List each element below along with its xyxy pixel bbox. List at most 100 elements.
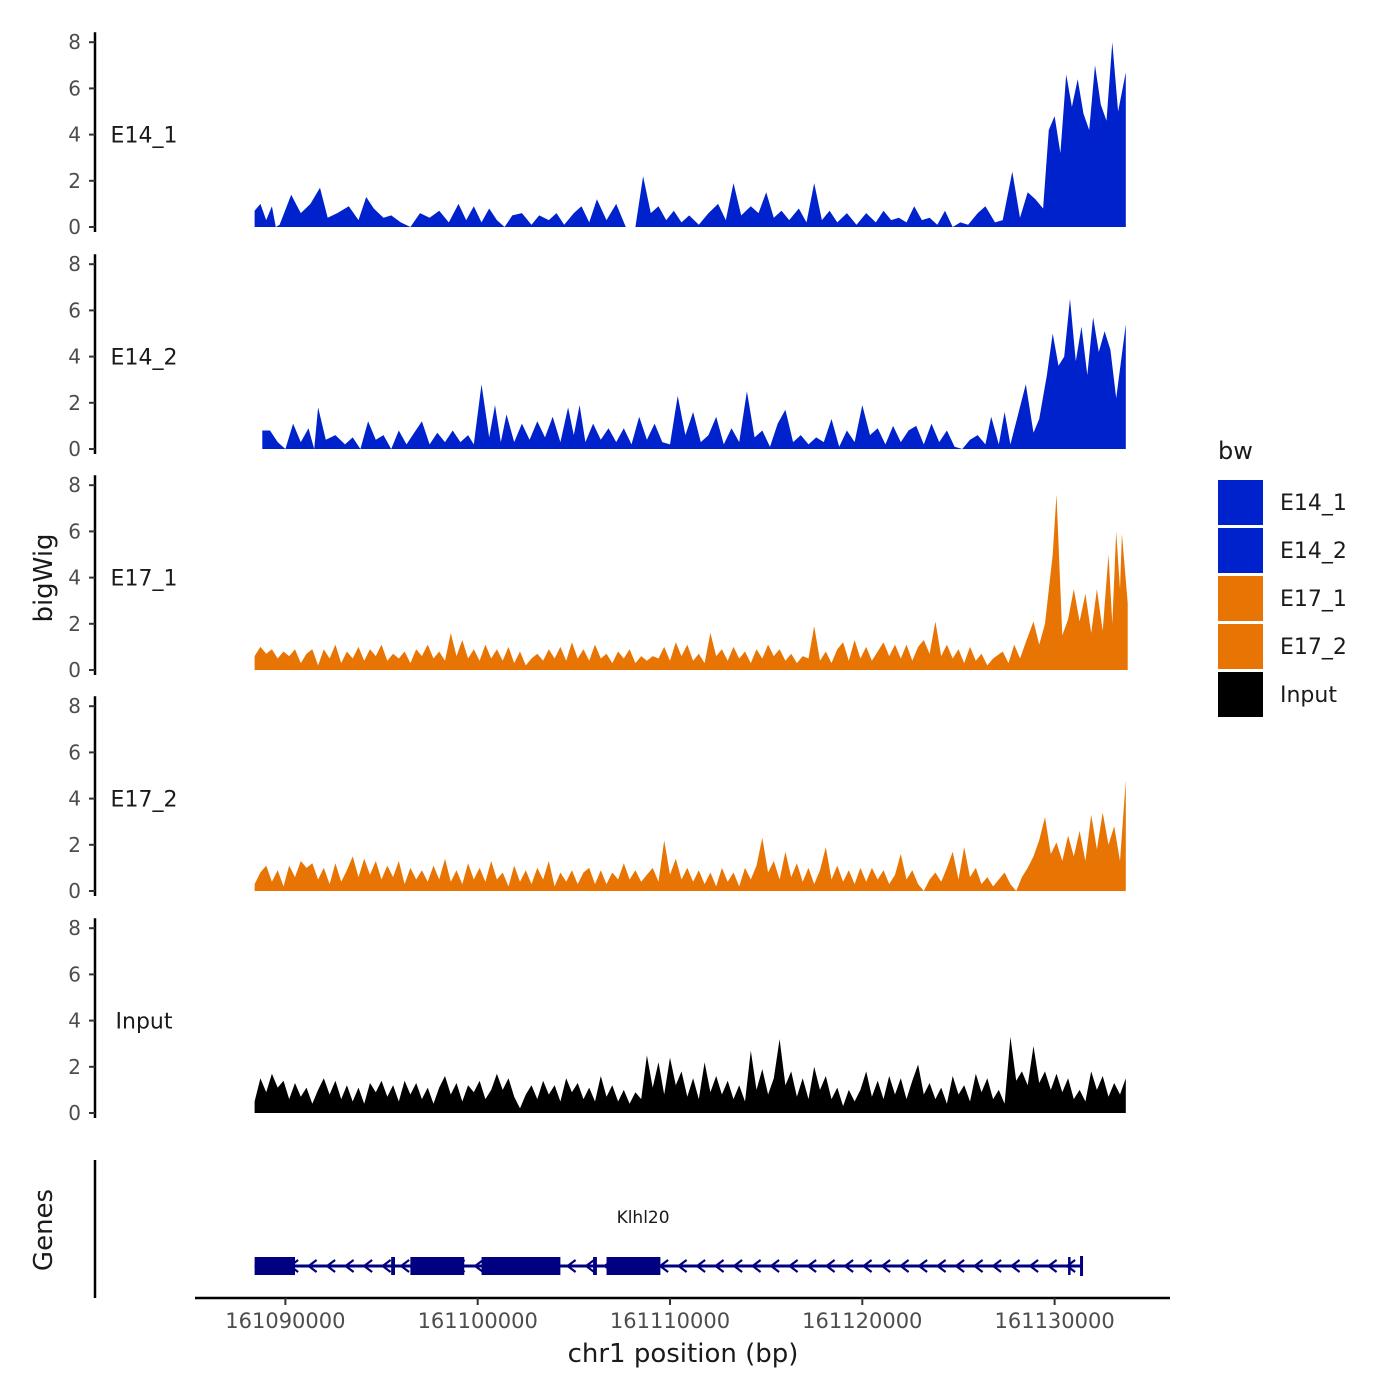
coverage-area [254,780,1126,891]
y-tick-label: 6 [68,298,81,322]
y-tick-label: 4 [68,123,81,147]
track-input: 0 2 4 6 8 Input [68,916,1126,1125]
strand-chevron [399,1259,410,1273]
exon [254,1257,295,1275]
x-tick-label: 161130000 [994,1309,1114,1333]
y-tick-label: 8 [68,694,81,718]
coverage-tracks: 0 2 4 6 8 E14_1 0 2 4 6 8 E14_2 0 2 4 6 8 E17_1 0 2 4 6 8 E17_2… [68,30,1128,1125]
strand-chevron [824,1259,836,1273]
strand-chevron [787,1259,799,1273]
y-tick-label: 2 [68,391,81,415]
legend-label: E17_1 [1280,587,1347,612]
coverage-area [254,42,1126,228]
strand-chevron [1028,1259,1039,1273]
legend: bw E14_1 E14_2 E17_1 E17_2 Input [1218,437,1347,717]
y-tick-label: 0 [68,658,81,682]
legend-label: E14_2 [1280,539,1347,564]
strand-chevron [473,1259,484,1273]
y-tick-label: 8 [68,252,81,276]
strand-chevron [1065,1259,1076,1273]
strand-chevron [898,1259,910,1273]
exon [593,1257,597,1275]
track-label: E17_1 [111,567,178,592]
y-tick-label: 2 [68,612,81,636]
strand-chevron [306,1259,318,1273]
strand-chevron [1046,1259,1058,1273]
x-tick-label: 161100000 [418,1309,538,1333]
y-tick-label: 0 [68,1101,81,1125]
y-tick-label: 8 [68,473,81,497]
y-tick-label: 6 [68,962,81,986]
legend-label: E17_2 [1280,635,1347,660]
legend-entries: E14_1 E14_2 E17_1 E17_2 Input [1218,480,1347,717]
track-label: E14_2 [111,346,178,371]
strand-chevron [676,1259,688,1273]
x-tick-label: 161090000 [225,1309,345,1333]
legend-title: bw [1218,437,1253,465]
y-tick-label: 6 [68,76,81,100]
x-axis: 161090000 161100000 161110000 161120000 1611… [195,1296,1170,1333]
exon [410,1257,465,1275]
coverage-area [254,494,1128,670]
strand-chevron [935,1259,947,1273]
exon [1068,1257,1071,1275]
gene-label: Klhl20 [617,1208,670,1228]
exon [606,1257,661,1275]
track-e17-1: 0 2 4 6 8 E17_1 [68,473,1128,682]
exon [391,1257,395,1275]
strand-chevron [991,1259,1002,1273]
x-tick-label: 161110000 [610,1309,730,1333]
legend-swatch [1218,528,1263,573]
strand-chevron [325,1259,336,1273]
track-e14-2: 0 2 4 6 8 E14_2 [68,252,1126,461]
strand-chevron [750,1259,762,1273]
y-tick-label: 8 [68,916,81,940]
strand-chevron [917,1259,928,1273]
track-e14-1: 0 2 4 6 8 E14_1 [68,30,1126,239]
coverage-area [254,1036,1126,1113]
y-axis-title: bigWig [29,533,59,622]
legend-label: Input [1280,683,1337,708]
x-axis-title: chr1 position (bp) [568,1339,799,1369]
strand-chevron [861,1259,873,1273]
y-tick-label: 6 [68,740,81,764]
strand-chevron [343,1259,355,1273]
strand-chevron [380,1259,392,1273]
strand-chevron [843,1259,854,1273]
y-tick-label: 6 [68,519,81,543]
track-label: E14_1 [111,124,178,149]
strand-chevron [880,1259,891,1273]
legend-swatch [1218,672,1263,717]
coverage-area [262,298,1126,449]
y-tick-label: 4 [68,1009,81,1033]
y-tick-label: 4 [68,566,81,590]
y-tick-label: 0 [68,215,81,239]
strand-chevron [584,1259,595,1273]
genes-axis-title: Genes [29,1189,59,1271]
x-tick-label: 161120000 [802,1309,922,1333]
strand-chevron [695,1259,706,1273]
legend-swatch [1218,480,1263,525]
legend-label: E14_1 [1280,491,1347,516]
strand-chevron [713,1259,725,1273]
y-tick-label: 2 [68,1055,81,1079]
strand-chevron [565,1259,577,1273]
strand-chevron [954,1259,965,1273]
y-tick-label: 0 [68,879,81,903]
strand-chevron [1009,1259,1021,1273]
track-e17-2: 0 2 4 6 8 E17_2 [68,694,1126,903]
exon [481,1257,561,1275]
y-tick-label: 2 [68,833,81,857]
track-label: Input [116,1010,173,1035]
y-tick-label: 4 [68,787,81,811]
y-tick-label: 4 [68,345,81,369]
gene-track: Klhl20 [93,1160,1084,1298]
legend-swatch [1218,576,1263,621]
y-tick-label: 0 [68,437,81,461]
strand-chevron [732,1259,743,1273]
y-tick-label: 8 [68,30,81,54]
strand-chevron [806,1259,817,1273]
y-tick-label: 2 [68,169,81,193]
strand-chevron [769,1259,780,1273]
